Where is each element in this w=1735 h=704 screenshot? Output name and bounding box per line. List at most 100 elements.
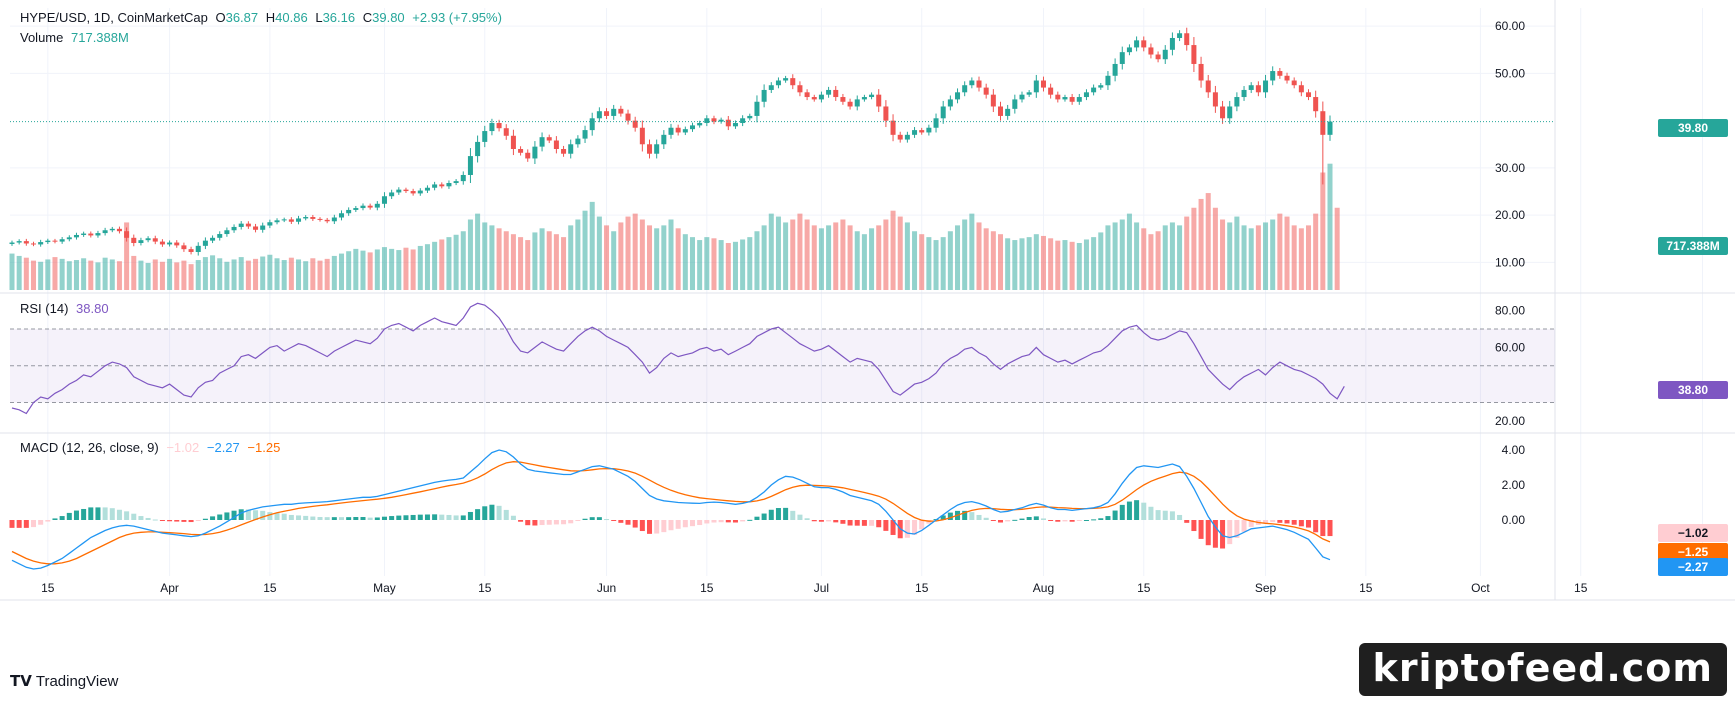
candle-body <box>353 208 359 210</box>
candle-body <box>1191 45 1197 64</box>
volume-bar <box>1298 228 1304 290</box>
candle-body <box>1313 97 1319 112</box>
volume-legend: Volume 717.388M <box>20 30 133 45</box>
volume-bar <box>267 254 273 290</box>
candle-body <box>1005 108 1011 116</box>
candle-body <box>210 237 216 241</box>
candle-body <box>346 209 352 214</box>
candle-body <box>525 152 531 159</box>
candle-body <box>1141 40 1147 48</box>
candle-body <box>890 120 896 135</box>
volume-bar <box>811 225 817 290</box>
volume-bar <box>88 260 94 290</box>
candle-body <box>159 241 165 245</box>
macd-hist-bar <box>1234 520 1240 538</box>
macd-hist-bar <box>682 520 688 528</box>
volume-bar <box>1306 225 1312 290</box>
macd-label[interactable]: MACD (12, 26, close, 9) <box>20 440 159 455</box>
volume-label[interactable]: Volume <box>20 30 64 45</box>
volume-bar <box>1270 219 1276 290</box>
volume-bar <box>1026 237 1032 290</box>
macd-hist-bar <box>1284 520 1290 524</box>
candle-body <box>912 130 918 135</box>
candle-body <box>1241 89 1247 98</box>
macd-hist-bar <box>460 515 466 520</box>
candle-body <box>224 230 230 235</box>
candle-body <box>1040 80 1046 88</box>
volume-bar <box>553 234 559 290</box>
macd-hist-bar <box>30 520 36 528</box>
candle-body <box>754 101 760 116</box>
volume-bar <box>45 259 51 290</box>
volume-bar <box>568 225 574 290</box>
symbol-label[interactable]: HYPE/USD, 1D, CoinMarketCap <box>20 10 208 25</box>
volume-bar <box>689 237 695 290</box>
macd-hist-bar <box>732 520 738 523</box>
macd-hist-bar <box>1112 510 1118 520</box>
candle-body <box>1048 87 1054 95</box>
macd-hist-bar <box>1306 520 1312 528</box>
volume-bar <box>1069 241 1075 290</box>
candle-body <box>561 149 567 154</box>
macd-hist-bar <box>697 520 703 526</box>
rsi-tick-label: 60.00 <box>1495 340 1525 354</box>
macd-hist-bar <box>224 512 230 520</box>
volume-bar <box>1112 222 1118 290</box>
candle-body <box>1134 40 1140 48</box>
candle-body <box>611 108 617 116</box>
macd-hist-bar <box>1005 520 1011 522</box>
macd-signal-line <box>11 461 1331 565</box>
rsi-label[interactable]: RSI (14) <box>20 301 69 316</box>
volume-bar <box>389 248 395 290</box>
volume-bar <box>396 250 402 290</box>
volume-bar <box>797 213 803 290</box>
volume-bar <box>353 248 359 290</box>
x-tick-label: Apr <box>160 581 179 595</box>
macd-hist-bar <box>783 507 789 520</box>
volume-bar <box>1141 228 1147 290</box>
macd-hist-bar <box>883 520 889 531</box>
candle-body <box>568 144 574 154</box>
macd-hist-bar <box>969 512 975 520</box>
candle-body <box>81 233 87 235</box>
candle-body <box>381 196 387 204</box>
change-label: +2.93 (+7.95%) <box>412 10 502 25</box>
volume-bar <box>840 219 846 290</box>
low-label: L36.16 <box>315 10 356 25</box>
candle-body <box>933 118 939 128</box>
candle-body <box>711 118 717 122</box>
tradingview-brand[interactable]: TV TradingView <box>10 672 118 690</box>
macd-hist-bar <box>288 514 294 520</box>
candle-body <box>424 187 430 191</box>
macd-hist-bar <box>102 507 108 520</box>
macd-hist-bar <box>1055 520 1061 522</box>
volume-bar <box>1033 234 1039 290</box>
volume-bar <box>976 222 982 290</box>
macd-hist-bar <box>81 508 87 520</box>
candle-body <box>1227 106 1233 119</box>
candle-body <box>360 205 366 209</box>
volume-bar <box>582 210 588 290</box>
macd-hist-bar <box>16 520 22 528</box>
macd-hist-bar <box>374 517 380 520</box>
volume-bar <box>525 240 531 290</box>
volume-bar <box>489 225 495 290</box>
macd-hist-bar <box>1191 520 1197 532</box>
price-tick-label: 30.00 <box>1495 161 1525 175</box>
macd-hist-bar <box>604 519 610 521</box>
macd-hist-bar <box>754 516 760 520</box>
candle-body <box>697 123 703 126</box>
candle-body <box>245 223 251 227</box>
x-tick-label: Jun <box>597 581 616 595</box>
candle-body <box>1184 33 1190 46</box>
candle-body <box>467 156 473 175</box>
candle-body <box>9 242 15 244</box>
volume-bar <box>95 262 101 290</box>
macd-hist-bar <box>281 513 287 520</box>
volume-bar <box>654 228 660 290</box>
volume-bar <box>919 234 925 290</box>
macd-hist-bar <box>503 509 509 520</box>
volume-bar <box>682 234 688 290</box>
macd-hist-bar <box>1169 511 1175 520</box>
